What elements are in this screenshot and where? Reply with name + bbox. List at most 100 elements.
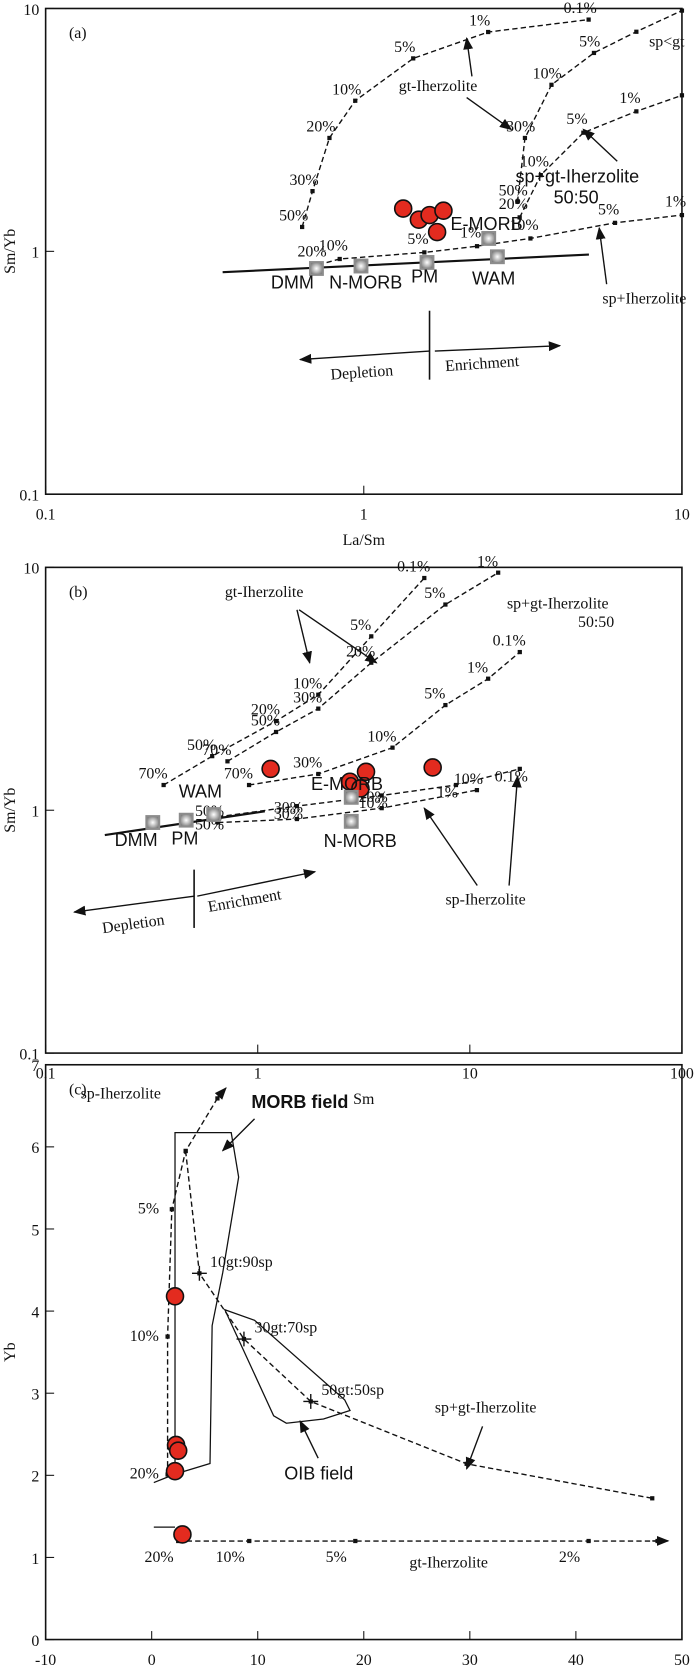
curve-label: 5% [138,1201,159,1218]
annotations-b: gt-Iherzolite sp+gt-Iherzolite 50:50 sp-… [73,584,614,937]
curve-tick [353,98,358,103]
curve-tick [273,729,279,735]
curve-tick [464,1461,469,1466]
curve-tick [634,29,639,34]
curve-label: 0.1% [493,633,526,650]
curve-label: 10% [319,238,348,255]
morb-field [153,1131,240,1484]
curve-label: 10% [520,154,549,171]
curve-tick [247,1538,252,1544]
curve-tick [422,250,427,255]
y-axis-label: Yb [2,1342,19,1361]
curve-tick [337,256,342,262]
curve-label: 50% [279,208,308,225]
arrow [434,341,562,352]
reference-point [343,813,359,829]
annotation: Depletion [330,362,394,383]
curve-label: 20% [130,1466,159,1483]
arrow [197,869,317,897]
annotation: sp+gt-Iherzolite [507,596,609,613]
curve-tick [528,236,533,241]
mixing-line [222,253,589,274]
arrow [73,895,195,916]
y-tick-label: 5 [31,1222,39,1239]
curve-tick [679,93,685,98]
curve-tick [474,788,480,793]
annotation: sp+Iherzolite [602,290,686,307]
curve-tick [294,816,300,822]
curve-label: 0.1% [495,769,528,786]
curve-tick [369,634,374,639]
curve-label: 5% [598,201,619,218]
sample-point [423,758,442,777]
point-label: DMM [115,830,158,850]
annotations-a: gt-Iherzolite sp<gt sp+gt-Iherzolite 50:… [298,34,686,384]
curve-label: 30% [289,172,318,189]
curve-tick [210,754,215,759]
y-axis-label: Sm/Yb [2,229,19,274]
curve-tick [169,1207,174,1212]
melting-curve [519,94,683,218]
curve-tick [273,718,279,724]
x-tick-label: 20 [356,1652,372,1665]
arrow [298,609,378,664]
curve-label: 0.1% [397,559,430,576]
y-tick-label: 10 [23,561,39,578]
reference-point [145,815,161,830]
arrow [465,1426,484,1470]
curve-tick [165,1334,170,1339]
x-tick-label: 10 [462,1066,478,1083]
curve-tick [443,702,448,708]
sample-point [173,1525,192,1544]
y-tick-label: 4 [31,1304,39,1321]
point-label: 30gt:70sp [255,1320,318,1337]
curve-label: 10% [332,81,361,98]
arrow [296,609,312,665]
point-label: N-MORB [324,831,397,851]
curve-label: 1% [665,194,686,211]
curve-tick [474,244,480,249]
y-tick-label: 7 [31,1058,39,1075]
curve-tick [183,1148,188,1154]
annotation: sp+gt-Iherzolite [435,1400,537,1417]
sample-point [165,1461,185,1481]
arrow [299,1419,319,1459]
melting-curve [248,651,521,786]
x-tick-label: 10 [250,1652,266,1665]
point-label: E-MORB [311,774,383,794]
annotation: gt-Iherzolite [399,78,478,95]
curve-label: 1% [467,659,488,676]
x-tick-label: 50 [674,1652,690,1665]
curve-label: 0.1% [564,0,597,17]
curve-label: 1% [437,785,458,802]
annotation: sp<gt [649,34,685,51]
curve-tick [215,1096,220,1101]
reference-point [343,789,359,805]
x-axis-label: Sm [353,1091,375,1108]
curve-tick [517,649,522,655]
x-tick-label: -10 [35,1652,56,1665]
curve-tick [316,706,321,711]
arrow [595,226,608,285]
curve-tick [634,109,639,114]
curve-label: 5% [407,231,428,248]
annotation: MORB field [251,1092,348,1112]
sample-point [393,199,413,218]
curve-label: 1% [460,225,481,242]
curve-label: 1% [469,13,490,30]
curve-tick [443,602,448,607]
curve-tick [300,224,305,230]
curve-label: 50% [251,713,280,730]
curve-tick [612,220,618,225]
curve-tick [316,771,321,777]
plot-frame [44,7,683,495]
y-tick-label: 1 [31,245,39,262]
curve-tick [650,1496,655,1501]
curve-tick [369,660,374,665]
reference-point [178,812,194,828]
point-label: PM [171,829,198,849]
curve-tick [353,1538,358,1544]
curve-tick [390,745,395,750]
mixing-point [191,1265,207,1281]
